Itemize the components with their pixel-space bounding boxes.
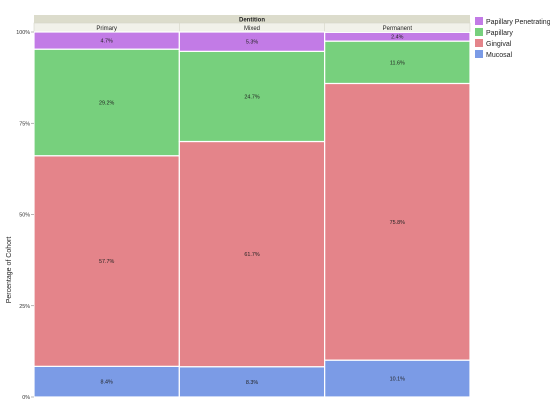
- data-label: 24.7%: [244, 94, 259, 100]
- legend: Papillary Penetrating Papillary Gingival Mu…: [475, 17, 550, 59]
- legend-swatch: [475, 50, 483, 58]
- y-tick-label: 100%: [16, 30, 30, 36]
- header-title-band: [34, 15, 470, 23]
- data-label: 29.2%: [99, 100, 114, 106]
- category-label: Mixed: [244, 26, 260, 32]
- y-axis: 0% 25% 50% 75% 100%: [16, 30, 34, 401]
- y-axis-title: Percentage of Cohort: [6, 237, 13, 304]
- bar-segment: [33, 155, 180, 367]
- data-label: 8.3%: [246, 380, 258, 386]
- legend-swatch: [475, 28, 483, 36]
- data-label: 4.7%: [101, 39, 113, 45]
- bar-segment: [33, 365, 180, 398]
- legend-label: Papillary: [486, 30, 513, 37]
- legend-swatch: [475, 17, 483, 25]
- bar-segment: [324, 31, 471, 42]
- y-tick-label: 0%: [22, 395, 30, 401]
- data-label: 75.8%: [390, 220, 405, 226]
- bar-segment: [178, 366, 326, 398]
- legend-label: Mucosal: [486, 52, 513, 59]
- bar-segment: [324, 82, 471, 361]
- data-label: 8.4%: [101, 380, 113, 386]
- category-label: Primary: [96, 26, 117, 32]
- bar-segment: [324, 359, 471, 398]
- bar-segment: [324, 40, 471, 85]
- legend-swatch: [475, 39, 483, 47]
- y-tick-label: 50%: [19, 213, 30, 219]
- y-tick-label: 75%: [19, 121, 30, 127]
- category-label: Permanent: [383, 26, 413, 32]
- data-label: 11.6%: [390, 60, 405, 66]
- data-label: 5.3%: [246, 40, 258, 46]
- header-title: Dentition: [239, 17, 265, 23]
- column-headers: Dentition Primary Mixed Permanent: [33, 15, 471, 33]
- data-label: 61.7%: [244, 252, 259, 258]
- data-label: 2.4%: [391, 35, 403, 41]
- bar-segment: [33, 48, 180, 157]
- bars: 8.4% 57.7% 29.2% 4.7% 8.3% 61.7% 24.7% 5.3% 10.1…: [33, 31, 471, 398]
- legend-label: Papillary Penetrating: [486, 19, 550, 26]
- data-label: 10.1%: [390, 377, 405, 383]
- y-tick-label: 25%: [19, 304, 30, 310]
- data-label: 57.7%: [99, 259, 114, 265]
- legend-label: Gingival: [486, 41, 512, 48]
- bar-segment: [178, 140, 326, 368]
